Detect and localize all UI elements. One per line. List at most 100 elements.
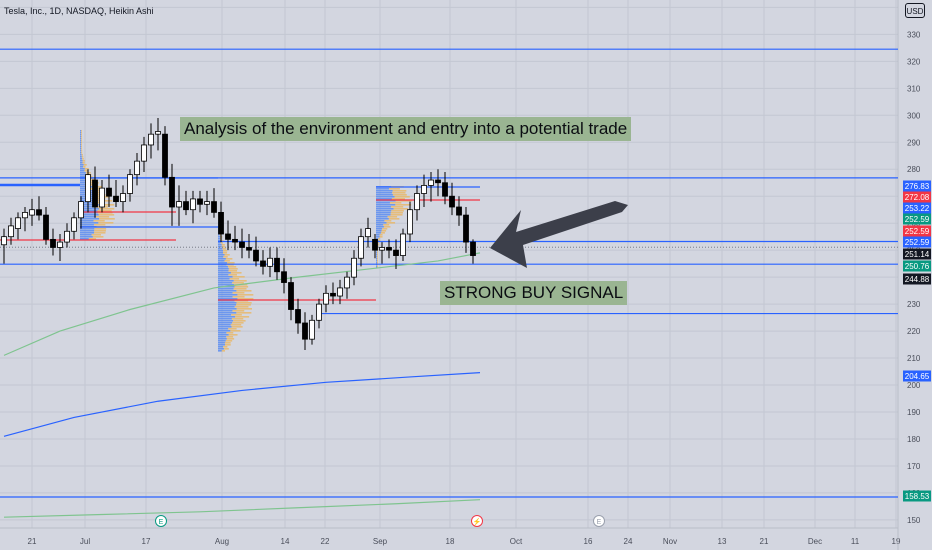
candle-down bbox=[162, 126, 168, 186]
profile-bar-orange bbox=[87, 184, 95, 186]
candle-body bbox=[211, 201, 217, 213]
x-tick-label: 16 bbox=[584, 537, 593, 546]
candle-body bbox=[372, 238, 378, 251]
x-tick-label: Nov bbox=[663, 537, 677, 546]
profile-bar-orange bbox=[379, 234, 383, 236]
profile-bar-blue bbox=[218, 334, 229, 336]
profile-bar-blue bbox=[376, 198, 392, 200]
profile-bar-blue bbox=[218, 328, 229, 330]
candle-body bbox=[323, 292, 329, 305]
profile-bar-blue bbox=[80, 180, 88, 182]
profile-bar-orange bbox=[381, 230, 387, 232]
candle-down bbox=[330, 282, 336, 305]
y-tick-label: 320 bbox=[907, 57, 921, 66]
profile-bar-blue bbox=[80, 204, 99, 206]
currency-button[interactable]: USD bbox=[905, 3, 925, 18]
profile-bar-orange bbox=[231, 314, 242, 316]
profile-bar-blue bbox=[218, 330, 231, 332]
profile-bar-orange bbox=[388, 218, 400, 220]
profile-bar-blue bbox=[80, 212, 98, 214]
profile-bar-blue bbox=[80, 238, 89, 240]
candle-body bbox=[218, 211, 224, 235]
candle-up bbox=[379, 242, 385, 264]
profile-bar-orange bbox=[222, 252, 228, 254]
candle-down bbox=[449, 182, 455, 216]
profile-bar-orange bbox=[81, 156, 84, 158]
candle-body bbox=[309, 319, 315, 340]
moving-average-line bbox=[3, 372, 481, 437]
profile-bar-orange bbox=[222, 248, 227, 250]
candle-up bbox=[120, 185, 126, 213]
profile-bar-blue bbox=[218, 292, 233, 294]
candle-body bbox=[36, 209, 42, 216]
profile-bar-blue bbox=[80, 168, 85, 170]
candle-down bbox=[260, 250, 266, 275]
profile-bar-orange bbox=[82, 162, 85, 164]
candle-up bbox=[99, 180, 105, 213]
candle-up bbox=[323, 285, 329, 313]
candle-body bbox=[267, 257, 273, 267]
event-marker-label: E bbox=[597, 519, 602, 526]
candle-down bbox=[232, 225, 238, 251]
candle-down bbox=[36, 196, 42, 221]
profile-bar-blue bbox=[218, 268, 229, 270]
candle-body bbox=[260, 260, 266, 267]
profile-bar-orange bbox=[232, 276, 245, 278]
profile-bar-orange bbox=[94, 230, 106, 232]
price-tag-bg bbox=[903, 490, 931, 502]
candle-body bbox=[246, 247, 252, 251]
candle-down bbox=[169, 163, 175, 226]
x-tick-label: 24 bbox=[624, 537, 633, 546]
profile-bar-blue bbox=[218, 290, 237, 292]
profile-bar-orange bbox=[383, 226, 391, 228]
price-tag: 252.59 bbox=[903, 225, 931, 237]
x-tick-label: 14 bbox=[281, 537, 290, 546]
profile-bar-orange bbox=[94, 228, 107, 230]
profile-bar-blue bbox=[376, 192, 393, 194]
profile-bar-orange bbox=[224, 344, 231, 346]
profile-bar-orange bbox=[232, 292, 245, 294]
x-tick-label: Aug bbox=[215, 537, 229, 546]
profile-bar-blue bbox=[376, 218, 389, 220]
price-tag-value: 244.88 bbox=[905, 275, 930, 284]
candle-down bbox=[246, 233, 252, 259]
candle-body bbox=[288, 282, 294, 310]
profile-bar-blue bbox=[218, 240, 222, 242]
candle-body bbox=[1, 236, 7, 246]
candle-down bbox=[470, 239, 476, 264]
profile-bar-blue bbox=[376, 190, 393, 192]
profile-bar-orange bbox=[235, 316, 250, 318]
candle-down bbox=[197, 190, 203, 213]
profile-bar-orange bbox=[83, 164, 87, 166]
candle-down bbox=[113, 180, 119, 208]
profile-bar-blue bbox=[218, 312, 237, 314]
candle-up bbox=[358, 228, 364, 267]
candle-up bbox=[421, 174, 427, 208]
candle-body bbox=[344, 276, 350, 289]
profile-bar-orange bbox=[224, 260, 230, 262]
price-tag-bg bbox=[903, 180, 931, 192]
profile-bar-blue bbox=[80, 234, 92, 236]
price-tag-value: 250.76 bbox=[905, 262, 930, 271]
candle-down bbox=[288, 277, 294, 321]
y-tick-label: 210 bbox=[907, 354, 921, 363]
candle-body bbox=[400, 233, 406, 256]
candle-down bbox=[463, 207, 469, 253]
candle-body bbox=[113, 195, 119, 203]
x-tick-label: Jul bbox=[80, 537, 90, 546]
profile-bar-orange bbox=[81, 152, 83, 154]
profile-bar-blue bbox=[376, 232, 381, 234]
profile-bar-orange bbox=[377, 266, 378, 268]
profile-bar-blue bbox=[218, 322, 233, 324]
profile-bar-orange bbox=[81, 144, 82, 146]
profile-bar-orange bbox=[378, 238, 380, 240]
profile-bar-orange bbox=[391, 210, 404, 212]
price-tag-bg bbox=[903, 273, 931, 285]
profile-bar-blue bbox=[218, 250, 224, 252]
profile-bar-orange bbox=[93, 190, 105, 192]
profile-bar-blue bbox=[80, 148, 82, 150]
profile-bar-orange bbox=[390, 206, 404, 208]
profile-bar-orange bbox=[81, 148, 82, 150]
profile-bar-blue bbox=[218, 252, 223, 254]
